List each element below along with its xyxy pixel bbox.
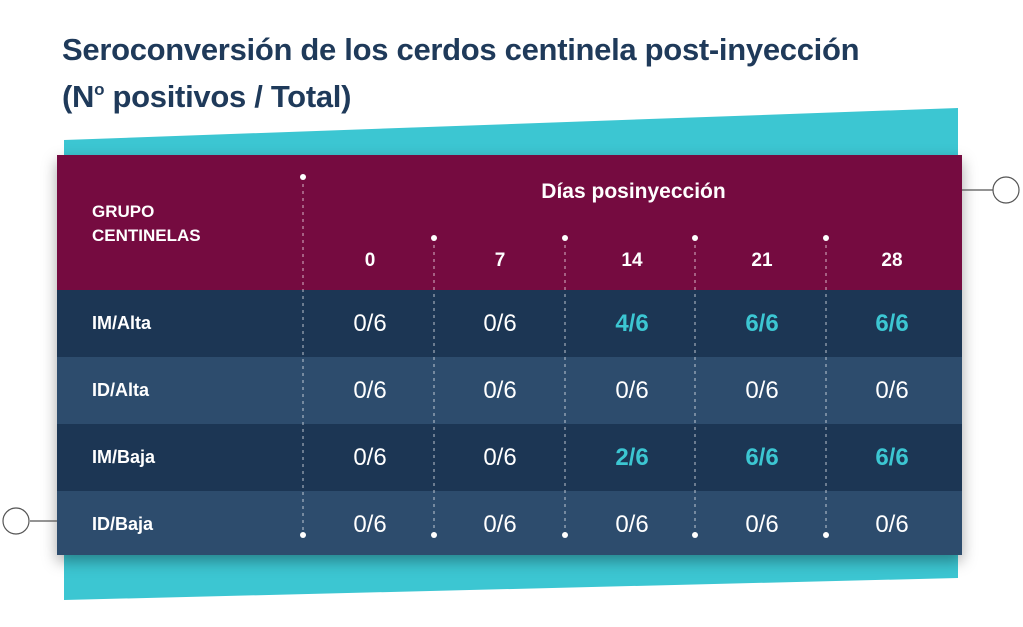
table-cell-highlight: 6/6 — [745, 310, 779, 337]
table-cell: 0/6 — [353, 511, 387, 538]
table-cell: 0/6 — [875, 511, 909, 538]
title-line-2-post: positivos / Total) — [104, 79, 352, 114]
row-label: ID/Alta — [92, 380, 150, 400]
table-cell-highlight: 6/6 — [745, 444, 779, 471]
title-line-1: Seroconversión de los cerdos centinela p… — [62, 32, 860, 67]
row-label: ID/Baja — [92, 514, 154, 534]
table-row: IM/Baja 0/6 0/6 2/6 6/6 6/6 — [57, 424, 962, 491]
group-column-header: GRUPO CENTINELAS — [92, 202, 201, 245]
page-title: Seroconversión de los cerdos centinela p… — [62, 30, 962, 117]
table-cell: 0/6 — [875, 377, 909, 404]
seroconversion-table: GRUPO CENTINELAS Días posinyección 0 7 14… — [57, 155, 962, 555]
table-cell-highlight: 4/6 — [615, 310, 649, 337]
day-column-14: 14 — [621, 250, 643, 271]
table-header: GRUPO CENTINELAS Días posinyección 0 7 14… — [57, 155, 962, 290]
table-cell: 0/6 — [615, 511, 649, 538]
table-cell: 0/6 — [483, 511, 517, 538]
table-row: ID/Alta 0/6 0/6 0/6 0/6 0/6 — [57, 357, 962, 424]
table-cell: 0/6 — [745, 377, 779, 404]
title-line-2: (No positivos / Total) — [62, 70, 962, 117]
day-column-21: 21 — [751, 250, 773, 271]
table-cell-highlight: 6/6 — [875, 310, 909, 337]
table-cell: 0/6 — [353, 377, 387, 404]
row-label: IM/Alta — [92, 313, 152, 333]
table-row: ID/Baja 0/6 0/6 0/6 0/6 0/6 — [57, 491, 962, 555]
table-cell: 0/6 — [353, 444, 387, 471]
table-cell: 0/6 — [483, 377, 517, 404]
day-column-28: 28 — [881, 250, 903, 271]
table-cell-highlight: 6/6 — [875, 444, 909, 471]
table-cell: 0/6 — [353, 310, 387, 337]
table-row: IM/Alta 0/6 0/6 4/6 6/6 6/6 — [57, 290, 962, 357]
table-cell-highlight: 2/6 — [615, 444, 649, 471]
days-header: Días posinyección — [541, 180, 726, 203]
title-line-2-pre: (N — [62, 79, 95, 114]
table-cell: 0/6 — [615, 377, 649, 404]
day-column-0: 0 — [364, 250, 376, 271]
table-cell: 0/6 — [483, 444, 517, 471]
table-cell: 0/6 — [483, 310, 517, 337]
day-column-7: 7 — [494, 250, 506, 271]
table-cell: 0/6 — [745, 511, 779, 538]
row-label: IM/Baja — [92, 447, 156, 467]
title-superscript: o — [94, 80, 105, 99]
